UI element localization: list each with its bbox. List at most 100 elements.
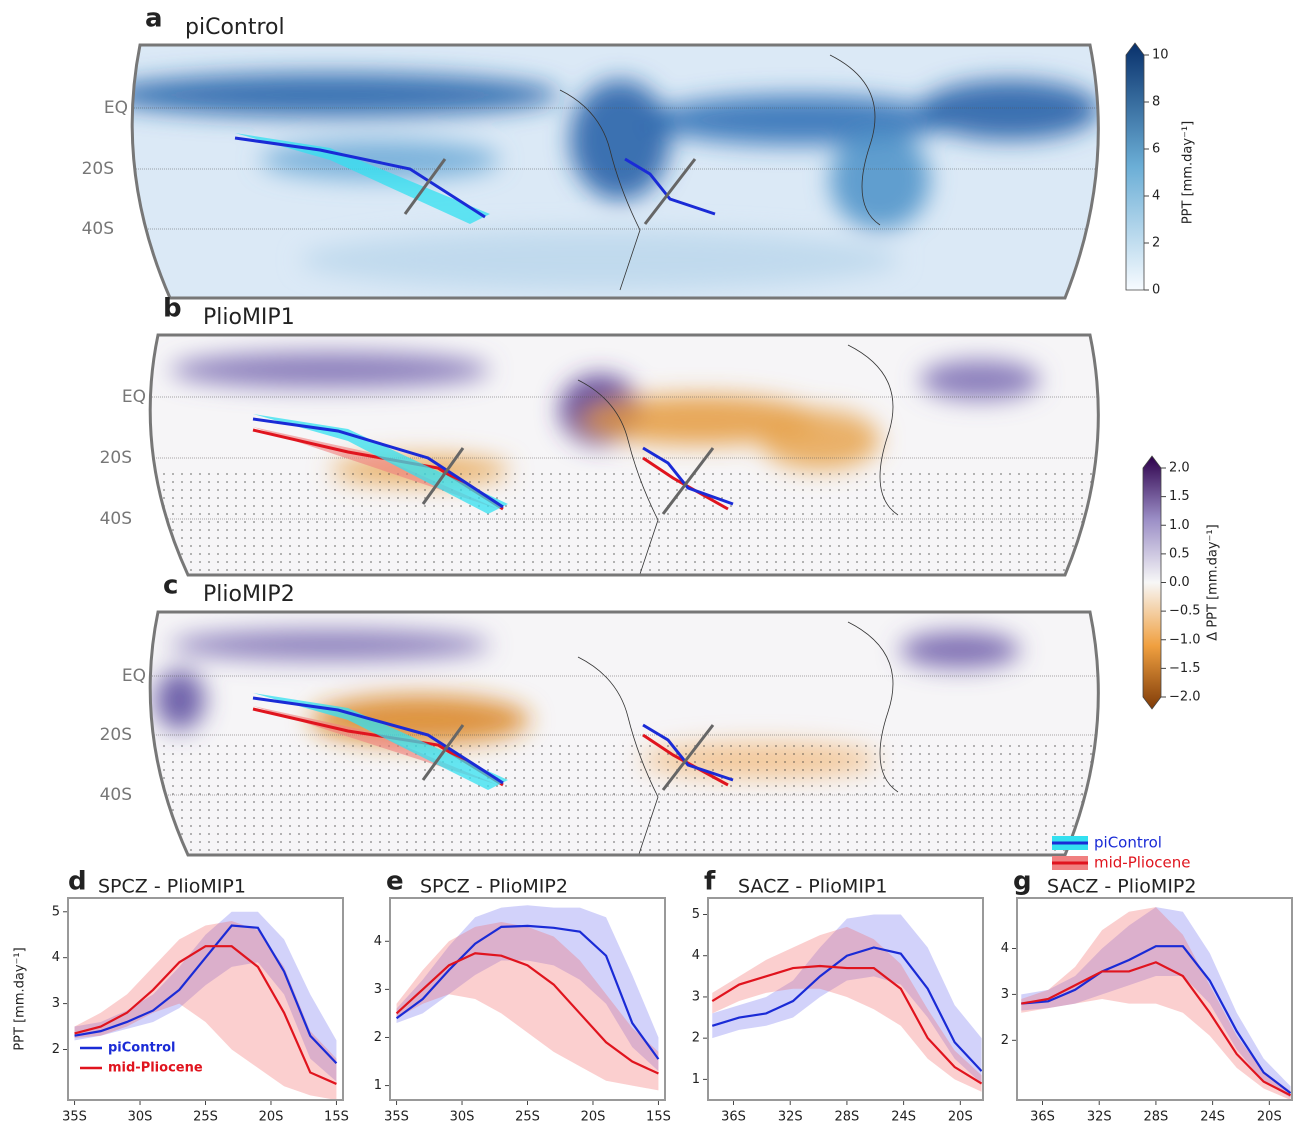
chart-title: SACZ - PlioMIP2 [1047, 876, 1196, 898]
panel-letter: f [704, 867, 716, 897]
picontrol-band [235, 133, 490, 224]
y-tick-label: 2 [1001, 1033, 1009, 1048]
colorbar-tick-label: −1.0 [1169, 632, 1201, 647]
precip-field [170, 352, 1040, 485]
colorbar [1125, 42, 1145, 291]
mid-pliocene-track [642, 456, 729, 511]
picontrol-track [642, 723, 734, 782]
y-axis-label: PPT [mm.day⁻¹] [13, 947, 28, 1050]
colorbar-label: Δ PPT [mm.day⁻¹] [1206, 524, 1221, 640]
colorbar-tick-label: 10 [1152, 48, 1169, 63]
panel-letter: d [68, 867, 87, 897]
x-tick-label: 15S [646, 1110, 671, 1125]
y-tick-label: 1 [374, 1078, 382, 1093]
spread-band [396, 922, 659, 1091]
map [150, 335, 1099, 575]
precip-blob [830, 130, 930, 230]
spread-band [712, 914, 982, 1084]
x-tick-label: 30S [128, 1110, 153, 1125]
section-line [661, 724, 715, 791]
series-line [711, 946, 983, 1072]
section-line [661, 447, 715, 515]
latitude-label: 40S [100, 509, 132, 529]
precip-blob [580, 395, 820, 445]
x-tick-label: 20S [948, 1110, 973, 1125]
precip-blob [310, 695, 530, 745]
x-tick-label: 35S [384, 1110, 409, 1125]
x-tick-label: 15S [324, 1110, 349, 1125]
mid-pliocene-band [253, 427, 498, 509]
section-line [403, 158, 447, 215]
map-frame [148, 610, 1100, 857]
colorbar [1142, 455, 1162, 710]
colorbar-tick-label: 0 [1152, 283, 1160, 298]
legend-label: mid-Pliocene [108, 1061, 203, 1076]
series-line [711, 964, 983, 1085]
map-frame [148, 333, 1100, 577]
y-tick-label: 3 [52, 996, 60, 1011]
y-tick-label: 3 [692, 989, 700, 1004]
chart-title: SACZ - PlioMIP1 [738, 876, 887, 898]
precip-blob [170, 352, 490, 388]
y-tick-label: 5 [52, 904, 60, 919]
x-tick-label: 20S [1257, 1110, 1282, 1125]
plot-frame [67, 897, 344, 1101]
x-tick-label: 28S [835, 1110, 860, 1125]
colorbar-label: PPT [mm.day⁻¹] [1181, 121, 1196, 224]
colorbar-tick-label: 4 [1152, 189, 1160, 204]
section-line [421, 447, 465, 505]
y-tick-label: 3 [374, 982, 382, 997]
precip-blob [132, 73, 560, 117]
colorbar-tick-label: 0.0 [1169, 575, 1190, 590]
latitude-label: 20S [100, 448, 132, 468]
precip-blob [900, 632, 1020, 668]
spread-band [74, 911, 337, 1082]
x-tick-label: 24S [1200, 1110, 1225, 1125]
map-frame [130, 43, 1100, 300]
legend-label: piControl [108, 1041, 176, 1056]
y-tick-label: 2 [374, 1030, 382, 1045]
panel-letter: e [386, 867, 404, 897]
x-tick-label: 20S [259, 1110, 284, 1125]
colorbar-tick-label: 8 [1152, 95, 1160, 110]
y-tick-label: 4 [52, 950, 60, 965]
section-line [421, 724, 465, 781]
picontrol-track [234, 136, 486, 219]
chart-title: SPCZ - PlioMIP2 [420, 876, 568, 898]
mid-pliocene-track [642, 733, 729, 787]
series-line [395, 952, 659, 1075]
y-tick-label: 4 [374, 934, 382, 949]
colorbar-tick-label: 2.0 [1169, 461, 1190, 476]
chart-title: SPCZ - PlioMIP1 [98, 876, 246, 898]
continent-outline [577, 656, 659, 855]
picontrol-track [252, 696, 504, 785]
panel-letter: b [163, 294, 182, 324]
latitude-label: 20S [82, 159, 114, 179]
precip-blob [170, 630, 490, 660]
spread-band [1021, 907, 1291, 1100]
latitude-label: EQ [122, 666, 146, 686]
picontrol-band [253, 414, 508, 514]
y-tick-label: 3 [1001, 987, 1009, 1002]
colorbar-tick-label: −1.5 [1169, 661, 1201, 676]
series-line [395, 924, 660, 1060]
map-title: PlioMIP2 [203, 582, 295, 607]
y-tick-label: 5 [692, 907, 700, 922]
series-line [74, 924, 338, 1065]
stippling [150, 745, 1099, 855]
colorbar-tick-label: 1.0 [1169, 518, 1190, 533]
y-tick-label: 2 [52, 1042, 60, 1057]
spread-band [396, 905, 659, 1072]
spread-band [74, 920, 337, 1100]
panel-letter: g [1013, 867, 1032, 897]
latitude-label: EQ [122, 387, 146, 407]
x-tick-label: 36S [721, 1110, 746, 1125]
x-tick-label: 35S [62, 1110, 87, 1125]
y-tick-label: 4 [692, 948, 700, 963]
x-tick-label: 28S [1144, 1110, 1169, 1125]
continent-outline [559, 89, 641, 291]
x-tick-label: 36S [1030, 1110, 1055, 1125]
x-tick-label: 25S [193, 1110, 218, 1125]
colorbar-tick-label: 2 [1152, 236, 1160, 251]
